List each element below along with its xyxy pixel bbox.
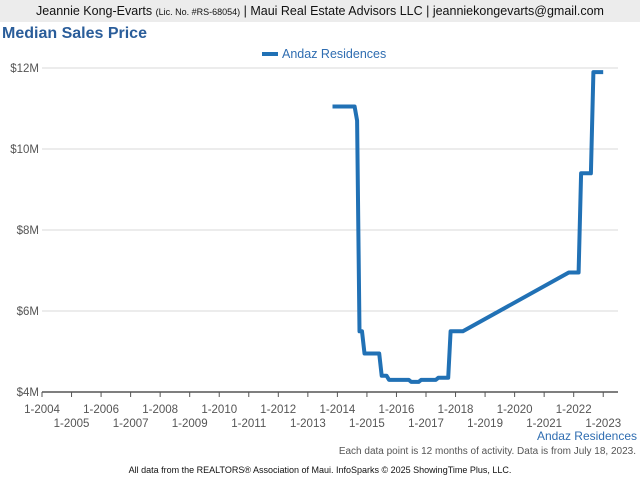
agent-header: Jeannie Kong-Evarts (Lic. No. #RS-68054)…: [0, 0, 640, 22]
y-tick-label: $10M: [10, 144, 39, 156]
x-tick-label-lower: 1-2023: [585, 418, 621, 430]
x-tick-label-upper: 1-2004: [24, 404, 60, 416]
x-tick-label-upper: 1-2014: [319, 404, 355, 416]
data-note: Each data point is 12 months of activity…: [338, 446, 636, 457]
x-tick-label-lower: 1-2019: [467, 418, 503, 430]
source-credit: All data from the REALTORS® Association …: [128, 465, 512, 475]
y-tick-label: $12M: [10, 63, 39, 75]
x-tick-label-lower: 1-2005: [54, 418, 90, 430]
x-tick-label-upper: 1-2022: [556, 404, 592, 416]
x-tick-label-upper: 1-2020: [497, 404, 533, 416]
line-chart: $4M $6M $8M $10M $12M 1-2004 1-2006 1-2008 1-201…: [10, 47, 621, 430]
chart-title: Median Sales Price: [2, 25, 147, 42]
legend-label: Andaz Residences: [282, 47, 386, 61]
series-tag: Andaz Residences: [536, 429, 637, 443]
x-tick-label-lower: 1-2009: [172, 418, 208, 430]
series-line-andaz-residences: [332, 70, 604, 384]
y-tick-label: $8M: [17, 225, 39, 237]
x-tick-label-lower: 1-2015: [349, 418, 385, 430]
x-tick-label-upper: 1-2012: [260, 404, 296, 416]
y-tick-label: $4M: [17, 387, 39, 399]
agent-name: Jeannie Kong-Evarts: [36, 4, 153, 18]
agent-details: | Maui Real Estate Advisors LLC | jeanni…: [243, 4, 604, 18]
x-tick-label-upper: 1-2016: [379, 404, 415, 416]
x-tick-label-upper: 1-2010: [201, 404, 237, 416]
x-tick-label-upper: 1-2008: [142, 404, 178, 416]
x-tick-label-lower: 1-2017: [408, 418, 444, 430]
x-tick-label-upper: 1-2018: [438, 404, 474, 416]
x-tick-label-lower: 1-2021: [526, 418, 562, 430]
y-tick-label: $6M: [17, 306, 39, 318]
agent-license: (Lic. No. #RS-68054): [155, 7, 241, 17]
x-tick-label-lower: 1-2011: [231, 418, 266, 430]
x-tick-label-lower: 1-2007: [113, 418, 149, 430]
x-tick-label-lower: 1-2013: [290, 418, 326, 430]
x-tick-label-upper: 1-2006: [83, 404, 119, 416]
